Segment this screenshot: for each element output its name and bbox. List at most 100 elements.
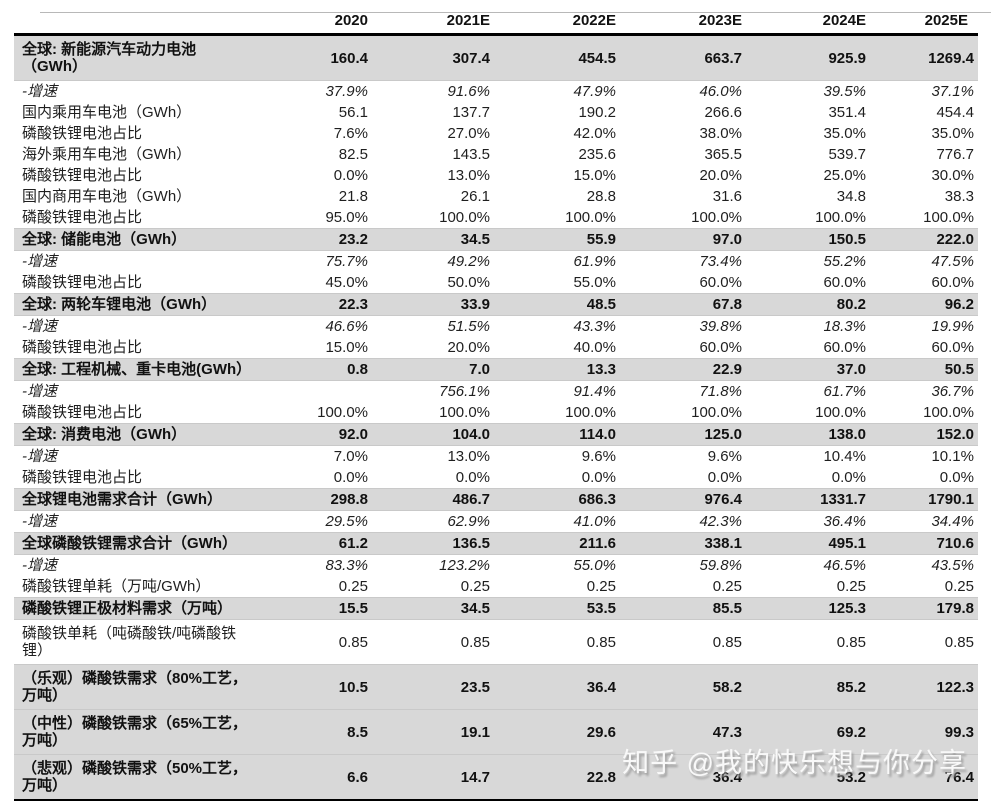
cell-value: 36.4: [712, 768, 742, 786]
cell-value: 454.5: [578, 49, 616, 67]
table-row: -增速 29.5% 62.9% 41.0% 42.3% 36.4% 34.4%: [14, 511, 978, 533]
table-row: 全球: 储能电池（GWh） 23.2 34.5 55.9 97.0 150.5 222.0: [14, 228, 978, 251]
cell-value: 486.7: [452, 491, 490, 508]
cell-value: 38.3: [944, 188, 974, 205]
cell-value: 23.2: [338, 231, 368, 248]
cell-value: 20.0%: [447, 339, 490, 356]
cell-value: 22.9: [712, 361, 742, 378]
cell-value: 0.85: [712, 633, 742, 651]
cell-value: 663.7: [704, 49, 742, 67]
cell-value: 48.5: [586, 296, 616, 313]
cell-value: 60.0%: [931, 339, 974, 356]
cell-value: 0.85: [836, 633, 866, 651]
cell-value: 29.5%: [325, 513, 368, 530]
cell-value: 43.5%: [931, 557, 974, 574]
cell-value: 13.3: [586, 361, 616, 378]
cell-value: 351.4: [828, 104, 866, 121]
cell-value: [298, 381, 378, 403]
cell-value: 9.6%: [581, 448, 616, 465]
cell-value: 46.5%: [823, 557, 866, 574]
cell-value: 61.9%: [573, 253, 616, 270]
battery-demand-forecast-table: 2020 2021E 2022E 2023E 2024E 2025E 全球: 新能源汽车动…: [14, 8, 978, 801]
cell-value: 454.4: [936, 104, 974, 121]
cell-value: 82.5: [338, 146, 368, 163]
cell-value: 60.0%: [823, 274, 866, 291]
cell-value: 97.0: [712, 231, 742, 248]
cell-value: 53.2: [836, 768, 866, 786]
cell-value: 19.9%: [931, 318, 974, 335]
cell-value: 99.3: [944, 723, 974, 741]
table-row: 全球: 新能源汽车动力电池 （GWh） 160.4 307.4 454.5 663.7 9…: [14, 34, 978, 81]
cell-value: 55.9: [586, 231, 616, 248]
table-row: 全球磷酸铁锂需求合计（GWh） 61.2 136.5 211.6 338.1 495.1 7…: [14, 532, 978, 555]
table-row: -增速 7.0% 13.0% 9.6% 9.6% 10.4% 10.1%: [14, 446, 978, 468]
cell-value: 114.0: [579, 426, 616, 443]
cell-value: 96.2: [944, 296, 974, 313]
row-label: （乐观）磷酸铁需求（80%工艺， 万吨）: [22, 670, 248, 704]
cell-value: 13.0%: [447, 448, 490, 465]
cell-value: 69.2: [836, 723, 866, 741]
cell-value: 46.0%: [699, 83, 742, 100]
table-row: 磷酸铁锂电池占比 95.0% 100.0% 100.0% 100.0% 100.0% 100…: [14, 207, 978, 229]
cell-value: 55.0%: [573, 557, 616, 574]
cell-value: 36.7%: [931, 383, 974, 400]
cell-value: 0.25: [460, 578, 490, 595]
row-label: -增速: [22, 253, 57, 270]
cell-value: 28.8: [586, 188, 616, 205]
table-row: 全球: 工程机械、重卡电池(GWh） 0.8 7.0 13.3 22.9 37.0 50.5: [14, 358, 978, 381]
cell-value: 0.0%: [581, 469, 616, 486]
row-label: -增速: [22, 513, 57, 530]
cell-value: 0.0%: [455, 469, 490, 486]
page-top-divider: [40, 12, 991, 13]
cell-value: 9.6%: [707, 448, 742, 465]
table-row: -增速 75.7% 49.2% 61.9% 73.4% 55.2% 47.5%: [14, 251, 978, 273]
table-row: 磷酸铁锂单耗（万吨/GWh） 0.25 0.25 0.25 0.25 0.25 0.25: [14, 576, 978, 598]
cell-value: 46.6%: [325, 318, 368, 335]
cell-value: 40.0%: [573, 339, 616, 356]
cell-value: 123.2%: [439, 557, 490, 574]
cell-value: 75.7%: [325, 253, 368, 270]
cell-value: 0.25: [586, 578, 616, 595]
cell-value: 35.0%: [931, 125, 974, 142]
row-label: 国内商用车电池（GWh）: [22, 188, 192, 205]
row-label: 全球: 两轮车锂电池（GWh）: [22, 296, 217, 313]
table-row: -增速 83.3% 123.2% 55.0% 59.8% 46.5% 43.5%: [14, 555, 978, 577]
cell-value: 37.1%: [931, 83, 974, 100]
row-label: 磷酸铁锂电池占比: [22, 339, 143, 356]
cell-value: 0.85: [944, 633, 974, 651]
cell-value: 104.0: [452, 426, 490, 443]
cell-value: 92.0: [338, 426, 368, 443]
cell-value: 19.1: [460, 723, 490, 741]
cell-value: 47.3: [712, 723, 742, 741]
cell-value: 60.0%: [699, 339, 742, 356]
table-row: 磷酸铁锂电池占比 45.0% 50.0% 55.0% 60.0% 60.0% 60.0%: [14, 272, 978, 294]
cell-value: 100.0%: [691, 209, 742, 226]
cell-value: 0.85: [338, 633, 368, 651]
row-label: -增速: [22, 383, 57, 400]
cell-value: 34.8: [836, 188, 866, 205]
cell-value: 29.6: [586, 723, 616, 741]
table-row: 磷酸铁锂电池占比 15.0% 20.0% 40.0% 60.0% 60.0% 60.0%: [14, 337, 978, 359]
cell-value: 0.25: [338, 578, 368, 595]
cell-value: 1269.4: [928, 49, 974, 67]
cell-value: 925.9: [828, 49, 866, 67]
cell-value: 15.5: [338, 600, 368, 617]
row-label: 磷酸铁锂单耗（万吨/GWh）: [22, 578, 211, 595]
row-label: （中性）磷酸铁需求（65%工艺， 万吨）: [22, 715, 248, 749]
cell-value: 100.0%: [923, 404, 974, 421]
cell-value: 91.6%: [447, 83, 490, 100]
row-label: 全球: 新能源汽车动力电池 （GWh）: [22, 41, 197, 75]
cell-value: 495.1: [828, 535, 866, 552]
cell-value: 190.2: [578, 104, 616, 121]
table-row: 磷酸铁单耗（吨磷酸铁/吨磷酸铁 锂） 0.85 0.85 0.85 0.85 0.85 0.…: [14, 620, 978, 665]
table-row: 磷酸铁锂电池占比 0.0% 0.0% 0.0% 0.0% 0.0% 0.0%: [14, 467, 978, 489]
cell-value: 100.0%: [691, 404, 742, 421]
cell-value: 33.9: [460, 296, 490, 313]
cell-value: 95.0%: [325, 209, 368, 226]
cell-value: 100.0%: [439, 404, 490, 421]
table-row: 国内商用车电池（GWh） 21.8 26.1 28.8 31.6 34.8 38.3: [14, 186, 978, 207]
cell-value: 100.0%: [565, 209, 616, 226]
cell-value: 47.5%: [931, 253, 974, 270]
cell-value: 37.9%: [325, 83, 368, 100]
cell-value: 710.6: [936, 535, 974, 552]
